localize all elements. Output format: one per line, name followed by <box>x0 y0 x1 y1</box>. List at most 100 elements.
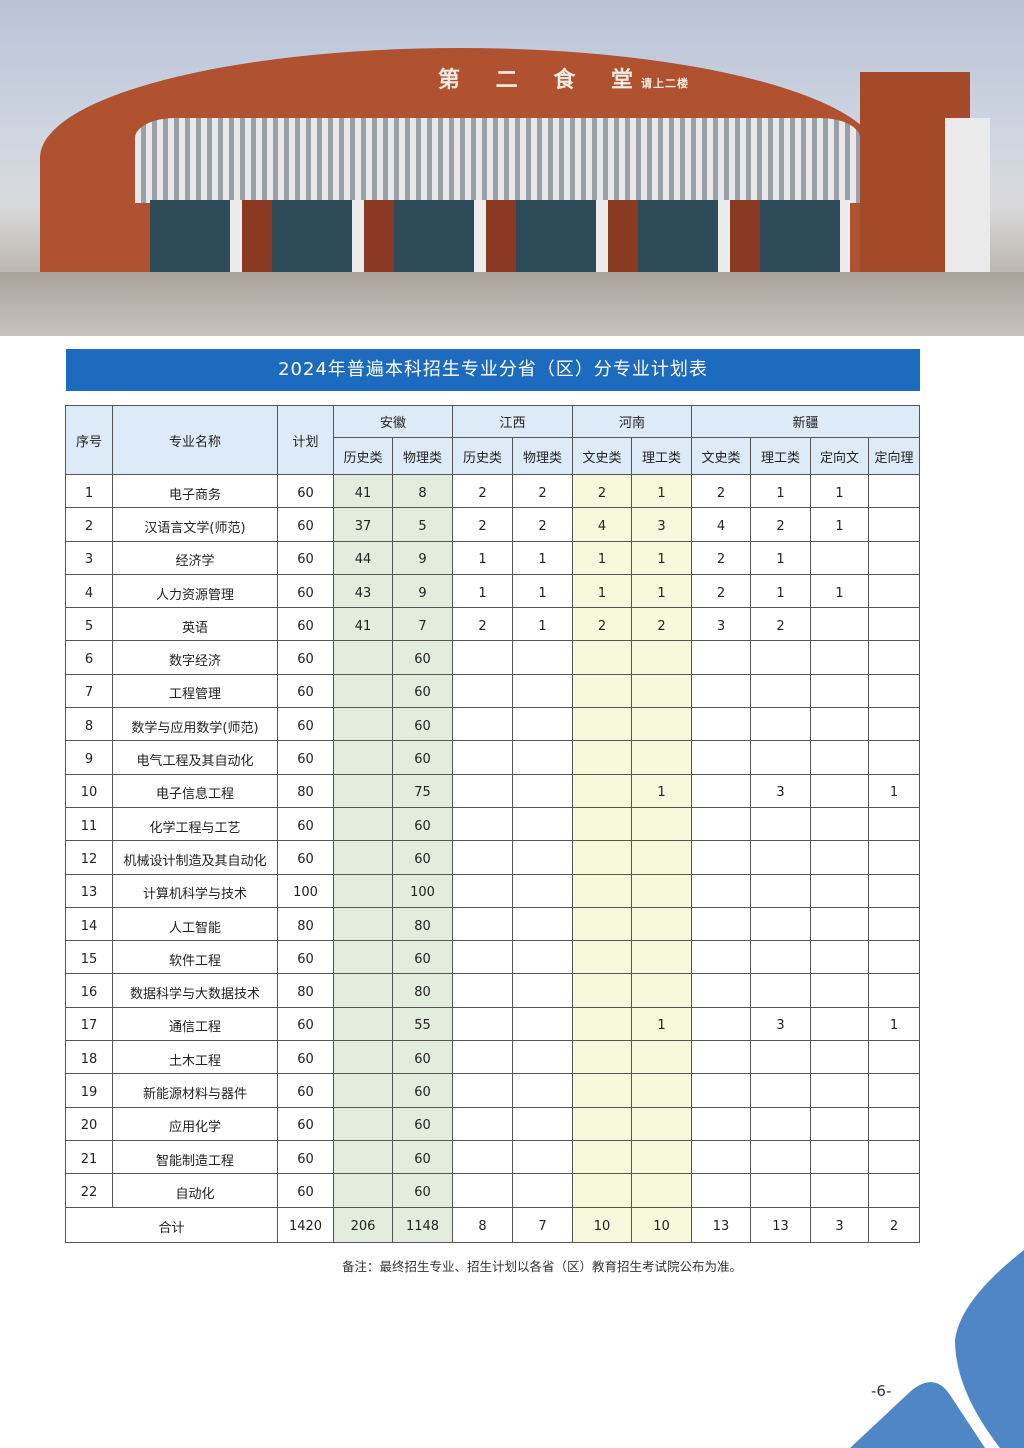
colonnade <box>135 118 860 203</box>
subheader-4: 文史类 <box>572 437 632 475</box>
canteen-photo: 第 二 食 堂请上二楼 <box>0 0 1024 336</box>
cell: 60 <box>277 1073 334 1108</box>
cell <box>452 1040 513 1075</box>
header-name: 专业名称 <box>112 405 278 475</box>
cell: 应用化学 <box>112 1106 278 1141</box>
cell: 18 <box>65 1040 113 1075</box>
cell: 2 <box>691 573 751 609</box>
cell: 5 <box>392 507 453 542</box>
plaza <box>0 272 1024 336</box>
cell <box>691 940 751 975</box>
cell: 41 <box>333 473 393 509</box>
cell <box>868 973 920 1008</box>
canteen-sign: 第 二 食 堂请上二楼 <box>438 62 689 94</box>
subheader-3: 物理类 <box>512 437 573 475</box>
total-label: 合计 <box>65 1206 278 1243</box>
cell: 60 <box>392 673 453 709</box>
cell <box>868 673 920 709</box>
cell: 60 <box>277 540 334 575</box>
cell <box>333 673 393 709</box>
table-row: 6 数字经济 60 60 <box>65 640 920 675</box>
cell: 汉语言文学(师范) <box>112 507 278 542</box>
deco-shape-small <box>850 1382 985 1448</box>
cell: 9 <box>392 573 453 609</box>
cell <box>810 673 869 709</box>
cell: 1 <box>572 573 632 609</box>
cell <box>810 1173 869 1208</box>
cell <box>452 940 513 975</box>
subheader-1: 物理类 <box>392 437 453 475</box>
cell: 6 <box>65 640 113 675</box>
subheader-9: 定向理 <box>868 437 920 475</box>
subheader-7: 理工类 <box>750 437 811 475</box>
cell: 1 <box>631 573 692 609</box>
cell: 43 <box>333 573 393 609</box>
subheader-6: 文史类 <box>691 437 751 475</box>
cell <box>512 773 573 808</box>
cell: 电子信息工程 <box>112 773 278 808</box>
table-row: 16 数据科学与大数据技术 80 80 <box>65 973 920 1008</box>
cell: 60 <box>277 1139 334 1175</box>
total-cell: 2 <box>868 1206 920 1243</box>
cell: 4 <box>572 507 632 542</box>
cell <box>572 806 632 842</box>
cell <box>810 973 869 1008</box>
cell <box>512 673 573 709</box>
cell <box>750 873 811 908</box>
cell: 60 <box>277 707 334 742</box>
table-row: 22 自动化 60 60 <box>65 1173 920 1208</box>
cell: 60 <box>277 673 334 709</box>
header-plan: 计划 <box>277 405 334 475</box>
cell <box>452 1173 513 1208</box>
table-row: 15 软件工程 60 60 <box>65 940 920 975</box>
cell: 55 <box>392 1006 453 1042</box>
cell <box>691 1173 751 1208</box>
table-row: 12 机械设计制造及其自动化 60 60 <box>65 840 920 875</box>
cell: 人工智能 <box>112 906 278 942</box>
cell: 1 <box>810 507 869 542</box>
cell <box>572 773 632 808</box>
total-cell: 3 <box>810 1206 869 1243</box>
total-cell: 8 <box>452 1206 513 1243</box>
sign-main: 第 二 食 堂 <box>438 68 647 93</box>
cell <box>810 1040 869 1075</box>
cell <box>333 940 393 975</box>
cell: 60 <box>277 840 334 875</box>
cell: 1 <box>512 540 573 575</box>
cell: 5 <box>65 607 113 642</box>
cell <box>631 1040 692 1075</box>
cell: 20 <box>65 1106 113 1141</box>
table-row: 21 智能制造工程 60 60 <box>65 1139 920 1175</box>
total-cell: 1148 <box>392 1206 453 1243</box>
sign-sub: 请上二楼 <box>640 77 689 90</box>
header-henan: 河南 <box>572 405 692 438</box>
cell <box>333 640 393 675</box>
cell: 1 <box>750 540 811 575</box>
cell <box>750 740 811 775</box>
cell: 1 <box>750 573 811 609</box>
cell: 机械设计制造及其自动化 <box>112 840 278 875</box>
table-title: 2024年普遍本科招生专业分省（区）分专业计划表 <box>66 349 920 391</box>
cell <box>631 1173 692 1208</box>
cell: 60 <box>392 940 453 975</box>
cell <box>868 806 920 842</box>
cell: 计算机科学与技术 <box>112 873 278 908</box>
cell <box>333 973 393 1008</box>
table-row: 10 电子信息工程 80 75 1 3 1 <box>65 773 920 808</box>
cell: 2 <box>452 473 513 509</box>
cell <box>691 673 751 709</box>
cell <box>631 906 692 942</box>
cell: 数据科学与大数据技术 <box>112 973 278 1008</box>
cell: 1 <box>868 773 920 808</box>
cell: 7 <box>65 673 113 709</box>
cell <box>631 806 692 842</box>
cell <box>868 1106 920 1141</box>
cell <box>572 640 632 675</box>
cell: 60 <box>392 806 453 842</box>
cell: 80 <box>392 973 453 1008</box>
cell: 通信工程 <box>112 1006 278 1042</box>
table-row: 20 应用化学 60 60 <box>65 1106 920 1141</box>
cell <box>333 806 393 842</box>
cell <box>572 1006 632 1042</box>
